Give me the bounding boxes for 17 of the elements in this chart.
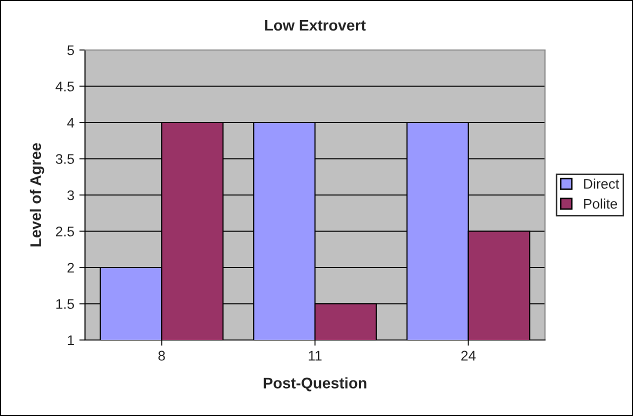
y-tick-label: 3: [67, 190, 74, 200]
x-tick-label: 11: [308, 350, 322, 360]
y-tick-label: 2: [68, 262, 74, 273]
y-tick-label: 2.5: [56, 226, 74, 236]
x-tick-label: 8: [158, 350, 165, 361]
y-tick-label: 4.5: [56, 82, 74, 92]
x-tick-label: 24: [461, 350, 476, 360]
y-tick-label: 1.5: [56, 299, 74, 309]
y-tick-label: 1: [68, 335, 74, 346]
legend-label: Polite: [584, 198, 618, 209]
y-tick-label: 3.5: [56, 154, 74, 164]
y-axis-title: Level of Agree: [30, 143, 44, 246]
y-tick-label: 5: [67, 45, 74, 56]
chart-title: Low Extrovert: [265, 20, 366, 31]
x-axis-title: Post-Question: [264, 377, 366, 392]
legend-label: Direct: [584, 178, 620, 189]
y-tick-label: 4: [67, 118, 74, 128]
